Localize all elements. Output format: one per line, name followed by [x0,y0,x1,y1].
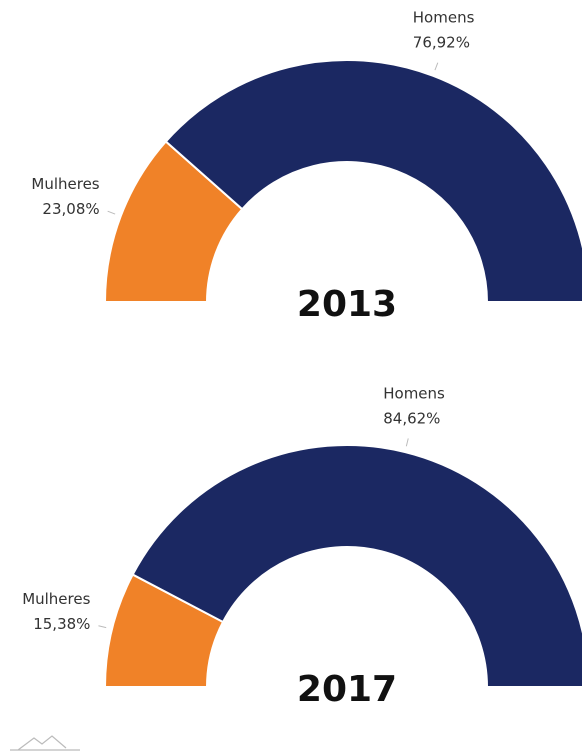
label-name: Homens [413,9,475,27]
logo [10,735,80,751]
label-value: 84,62% [383,409,440,427]
leader-line [98,625,107,629]
label-value: 76,92% [413,34,470,52]
wedge [131,444,582,688]
label-name: Mulheres [22,590,90,608]
chart-title: 2013 [297,284,397,325]
label-name: Mulheres [31,175,99,193]
label-name: Homens [383,384,445,402]
leader-line [107,210,116,215]
leader-line [405,438,409,447]
leader-line [434,62,439,71]
label-value: 23,08% [42,200,99,218]
label-value: 15,38% [33,615,90,633]
chart-title: 2017 [297,669,397,710]
wedge [164,59,582,303]
